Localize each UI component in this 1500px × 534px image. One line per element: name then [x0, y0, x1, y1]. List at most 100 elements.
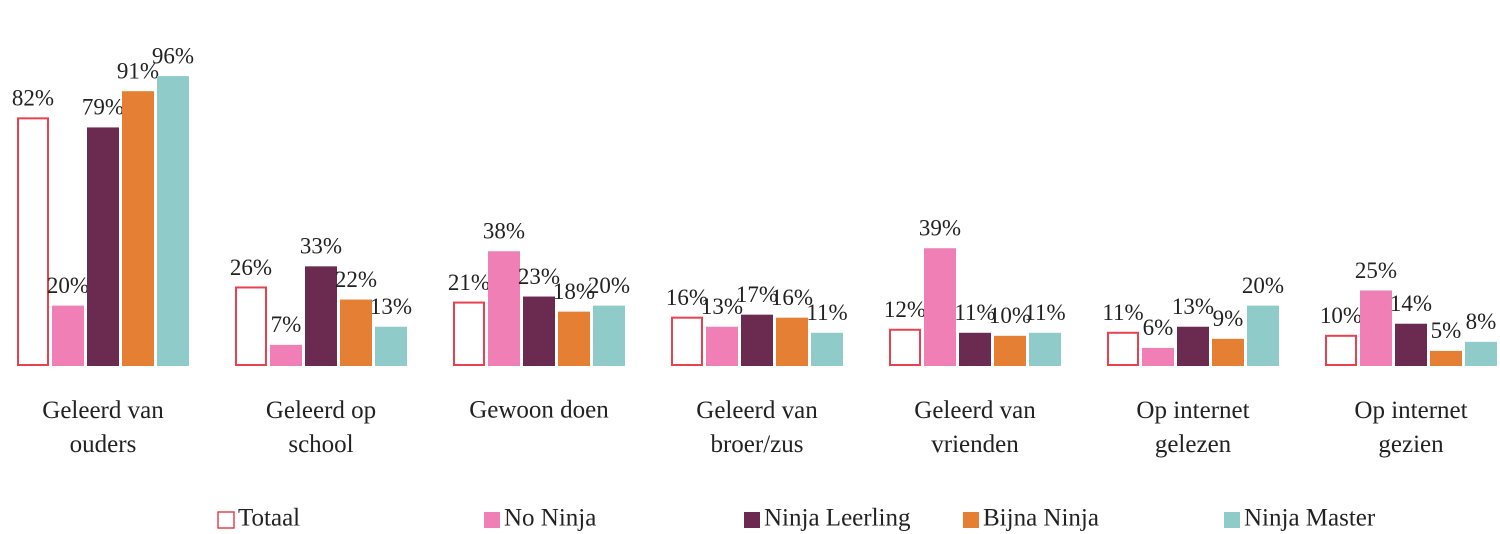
- x-tick-label-line: Geleerd van: [696, 397, 818, 424]
- x-tick-label: Geleerd van vrienden: [914, 397, 1036, 458]
- bar: [157, 76, 189, 366]
- bar: [889, 328, 921, 367]
- bar: [776, 317, 808, 366]
- x-tick-label: Geleerd op school: [266, 397, 376, 458]
- legend-swatch: [963, 512, 979, 528]
- bar: [523, 296, 555, 366]
- data-label: 26%: [230, 255, 272, 280]
- data-label: 10%: [989, 303, 1031, 328]
- bar: [453, 301, 485, 366]
- bar: [270, 344, 302, 366]
- data-label: 9%: [1213, 306, 1244, 331]
- bar: [959, 332, 991, 366]
- data-label: 11%: [954, 300, 995, 325]
- data-label: 21%: [448, 270, 490, 295]
- bar: [1325, 334, 1357, 366]
- bar: [1395, 323, 1427, 366]
- data-label: 91%: [117, 58, 159, 83]
- bar: [706, 326, 738, 366]
- bar: [593, 305, 625, 366]
- bar: [488, 251, 520, 366]
- data-label: 33%: [300, 234, 342, 259]
- data-label: 13%: [370, 294, 412, 319]
- data-label: 18%: [553, 279, 595, 304]
- x-tick-label-line: Op internet: [1354, 397, 1467, 424]
- legend-swatch: [484, 512, 500, 528]
- data-label: 11%: [806, 300, 847, 325]
- data-label: 39%: [919, 216, 961, 241]
- bar: [375, 326, 407, 366]
- legend-label: Ninja Leerling: [764, 505, 911, 532]
- data-label: 25%: [1355, 258, 1397, 283]
- bar: [87, 127, 119, 366]
- data-label: 17%: [736, 282, 778, 307]
- x-tick-label-line: Geleerd op: [266, 397, 376, 424]
- data-label: 13%: [1172, 294, 1214, 319]
- x-tick-label-line: school: [288, 431, 353, 458]
- x-tick-label-line: Geleerd van: [42, 397, 164, 424]
- bar: [924, 248, 956, 366]
- data-label: 16%: [666, 285, 708, 310]
- bar: [1142, 347, 1174, 366]
- data-label: 23%: [518, 264, 560, 289]
- data-label: 10%: [1320, 303, 1362, 328]
- bar: [52, 305, 84, 366]
- bar: [1177, 326, 1209, 366]
- x-tick-label-line: gelezen: [1155, 431, 1232, 458]
- data-label: 11%: [1024, 300, 1065, 325]
- legend-label: Totaal: [238, 505, 300, 532]
- data-label: 14%: [1390, 291, 1432, 316]
- data-label: 5%: [1431, 318, 1462, 343]
- data-label: 22%: [335, 267, 377, 292]
- data-label: 96%: [152, 43, 194, 68]
- legend-label: Bijna Ninja: [983, 505, 1099, 532]
- x-tick-label: Op internet gelezen: [1136, 397, 1249, 458]
- data-label: 13%: [701, 294, 743, 319]
- x-tick-label: Op internet gezien: [1354, 397, 1467, 458]
- x-tick-label-line: vrienden: [931, 431, 1019, 458]
- data-label: 20%: [1242, 273, 1284, 298]
- data-label: 12%: [884, 297, 926, 322]
- bar: [305, 266, 337, 366]
- x-tick-label-line: Geleerd van: [914, 397, 1036, 424]
- bar: [1430, 350, 1462, 366]
- bar: [1465, 341, 1497, 366]
- x-tick-label-line: ouders: [70, 431, 137, 458]
- x-tick-label-line: gezien: [1378, 431, 1444, 458]
- bar: [994, 335, 1026, 366]
- x-tick-label: Geleerd van broer/zus: [696, 397, 818, 458]
- bar: [811, 332, 843, 366]
- bar: [558, 311, 590, 366]
- legend-label: Ninja Master: [1244, 505, 1376, 532]
- bar: [1360, 290, 1392, 366]
- bar: [1029, 332, 1061, 366]
- data-label: 8%: [1466, 309, 1497, 334]
- bar: [741, 314, 773, 366]
- data-label: 20%: [588, 273, 630, 298]
- bar: [17, 117, 49, 366]
- data-label: 82%: [12, 86, 54, 111]
- bar: [235, 286, 267, 367]
- bar: [1212, 338, 1244, 366]
- legend-swatch: [744, 512, 760, 528]
- data-label: 38%: [483, 219, 525, 244]
- bar: [122, 91, 154, 367]
- bar: [1107, 331, 1139, 366]
- data-label: 7%: [271, 312, 302, 337]
- bar: [340, 299, 372, 366]
- data-label: 79%: [82, 95, 124, 120]
- bar: [1247, 305, 1279, 366]
- data-label: 11%: [1102, 300, 1143, 325]
- data-label: 6%: [1143, 315, 1174, 340]
- x-tick-label-line: Op internet: [1136, 397, 1249, 424]
- x-tick-label: Gewoon doen: [469, 397, 609, 424]
- x-tick-label: Geleerd van ouders: [42, 397, 164, 458]
- legend-swatch: [1224, 512, 1240, 528]
- legend-label: No Ninja: [504, 505, 596, 532]
- data-label: 20%: [47, 273, 89, 298]
- data-label: 16%: [771, 285, 813, 310]
- legend-swatch: [217, 511, 235, 529]
- bar: [671, 316, 703, 366]
